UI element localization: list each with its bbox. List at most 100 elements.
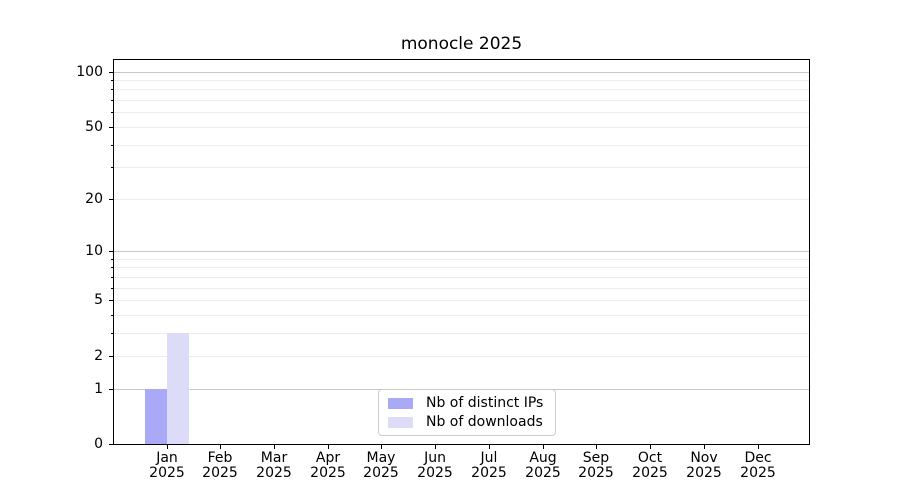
x-tickmark xyxy=(543,445,544,449)
x-tick-label: Jan 2025 xyxy=(139,451,195,481)
legend-item-distinct-ips: Nb of distinct IPs xyxy=(388,395,543,411)
y-tick-label: 0 xyxy=(94,436,103,452)
x-tick-month: Nov xyxy=(690,450,718,466)
x-tick-month: May xyxy=(366,450,396,466)
x-tick-month: Mar xyxy=(260,450,288,466)
y-tickmark xyxy=(109,389,113,390)
x-tickmark xyxy=(758,445,759,449)
x-tick-label: Nov 2025 xyxy=(676,451,732,481)
x-tick-month: Oct xyxy=(637,450,663,466)
y-tick-label: 5 xyxy=(94,292,103,308)
y-gridline-minor xyxy=(114,112,809,113)
y-tick-label: 10 xyxy=(85,243,103,259)
y-gridline-minor xyxy=(114,277,809,278)
y-minor-tickmark xyxy=(111,145,113,146)
x-tick-label: Apr 2025 xyxy=(300,451,356,481)
legend-swatch-distinct-ips-icon xyxy=(388,397,413,409)
y-gridline-minor xyxy=(114,100,809,101)
x-tick-year: 2025 xyxy=(256,465,292,481)
y-tickmark xyxy=(109,199,113,200)
x-tick-label: Jul 2025 xyxy=(461,451,517,481)
x-tick-label: Mar 2025 xyxy=(246,451,302,481)
y-minor-tickmark xyxy=(111,288,113,289)
x-tick-year: 2025 xyxy=(417,465,453,481)
legend-label-downloads: Nb of downloads xyxy=(426,414,543,430)
x-tick-month: Jul xyxy=(480,450,498,466)
y-minor-tickmark xyxy=(111,259,113,260)
bar-downloads-jan xyxy=(167,333,189,444)
y-minor-tickmark xyxy=(111,277,113,278)
x-tick-month: Jun xyxy=(424,450,446,466)
y-gridline-minor xyxy=(114,167,809,168)
x-tickmark xyxy=(489,445,490,449)
y-gridline-minor xyxy=(114,315,809,316)
x-tick-label: May 2025 xyxy=(353,451,409,481)
x-tick-year: 2025 xyxy=(202,465,238,481)
x-tick-month: Dec xyxy=(744,450,772,466)
x-tick-year: 2025 xyxy=(471,465,507,481)
y-tickmark xyxy=(109,356,113,357)
x-tick-label: Aug 2025 xyxy=(515,451,571,481)
y-gridline xyxy=(114,300,809,301)
x-tick-label: Jun 2025 xyxy=(407,451,463,481)
x-tickmark xyxy=(381,445,382,449)
x-tick-year: 2025 xyxy=(578,465,614,481)
y-gridline-minor xyxy=(114,267,809,268)
x-tick-year: 2025 xyxy=(525,465,561,481)
y-tick-label: 100 xyxy=(76,64,103,80)
x-tickmark xyxy=(435,445,436,449)
y-tickmark xyxy=(109,72,113,73)
x-tick-year: 2025 xyxy=(686,465,722,481)
y-minor-tickmark xyxy=(111,100,113,101)
y-gridline-minor xyxy=(114,259,809,260)
y-gridline xyxy=(114,356,809,357)
x-tick-month: Aug xyxy=(529,450,557,466)
y-minor-tickmark xyxy=(111,112,113,113)
y-minor-tickmark xyxy=(111,167,113,168)
y-tick-label: 20 xyxy=(85,191,103,207)
y-gridline xyxy=(114,251,809,252)
x-tick-month: Apr xyxy=(315,450,341,466)
x-tick-year: 2025 xyxy=(632,465,668,481)
x-tickmark xyxy=(328,445,329,449)
y-gridline-minor xyxy=(114,145,809,146)
y-tick-label: 50 xyxy=(85,119,103,135)
x-tickmark xyxy=(704,445,705,449)
y-gridline xyxy=(114,127,809,128)
y-minor-tickmark xyxy=(111,267,113,268)
x-tick-label: Sep 2025 xyxy=(568,451,624,481)
y-tick-label: 2 xyxy=(94,348,103,364)
legend: Nb of distinct IPs Nb of downloads xyxy=(378,389,557,436)
x-tick-year: 2025 xyxy=(740,465,776,481)
x-tick-label: Oct 2025 xyxy=(622,451,678,481)
y-tickmark xyxy=(109,300,113,301)
chart-title: monocle 2025 xyxy=(400,34,523,54)
legend-swatch-downloads-icon xyxy=(388,416,413,428)
x-tickmark xyxy=(596,445,597,449)
y-minor-tickmark xyxy=(111,80,113,81)
x-tickmark xyxy=(274,445,275,449)
x-tick-year: 2025 xyxy=(310,465,346,481)
y-minor-tickmark xyxy=(111,315,113,316)
x-tick-month: Jan xyxy=(156,450,178,466)
y-minor-tickmark xyxy=(111,89,113,90)
y-gridline-minor xyxy=(114,288,809,289)
y-gridline xyxy=(114,199,809,200)
x-tick-month: Sep xyxy=(582,450,610,466)
bar-distinct-ips-jan xyxy=(145,389,167,444)
y-tickmark xyxy=(109,444,113,445)
legend-item-downloads: Nb of downloads xyxy=(388,414,543,430)
x-tick-year: 2025 xyxy=(363,465,399,481)
x-tick-year: 2025 xyxy=(149,465,185,481)
y-gridline xyxy=(114,72,809,73)
x-tickmark xyxy=(650,445,651,449)
x-tickmark xyxy=(167,445,168,449)
y-minor-tickmark xyxy=(111,333,113,334)
y-tickmark xyxy=(109,251,113,252)
x-tick-month: Feb xyxy=(207,450,233,466)
x-tickmark xyxy=(220,445,221,449)
y-gridline-minor xyxy=(114,89,809,90)
